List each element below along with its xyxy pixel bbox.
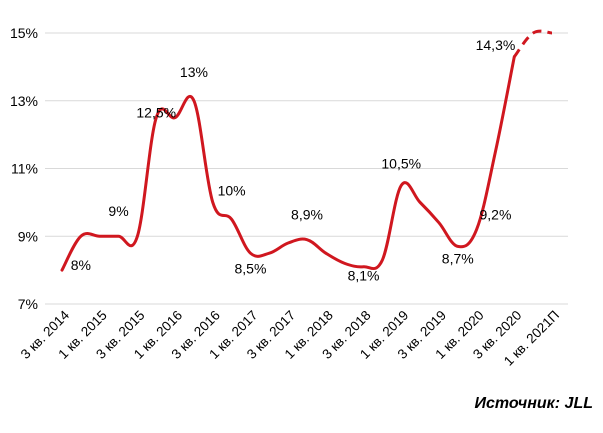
data-label: 9% [108, 203, 128, 219]
data-label: 10,5% [381, 156, 421, 172]
y-tick-label: 9% [18, 228, 38, 244]
data-label: 14,3% [476, 37, 516, 53]
source-note: Источник: JLL [474, 395, 594, 412]
data-label: 8,7% [442, 250, 474, 266]
data-label: 8% [71, 257, 91, 273]
series-line [60, 55, 516, 272]
data-label: 8,1% [348, 267, 380, 283]
y-tick-label: 11% [11, 161, 38, 177]
data-label: 8,9% [291, 206, 323, 222]
data-label: 8,5% [235, 261, 267, 277]
data-label: 9,2% [480, 206, 512, 222]
data-label: 13% [180, 64, 208, 80]
data-label: 10% [218, 183, 246, 199]
y-tick-label: 13% [10, 93, 38, 109]
y-tick-label: 15% [10, 25, 38, 41]
series-line-forecast [513, 29, 553, 58]
y-tick-label: 7% [18, 296, 38, 312]
data-label: 12,5% [136, 105, 176, 121]
